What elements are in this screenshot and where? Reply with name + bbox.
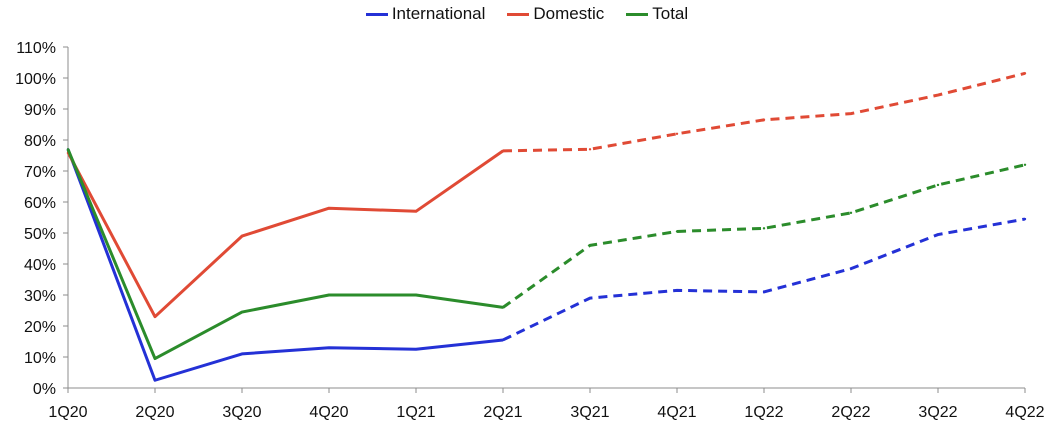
data-point-international — [675, 289, 679, 292]
legend-label-total: Total — [652, 4, 689, 23]
series-line-international-actual — [66, 148, 504, 382]
legend: International Domestic Total — [0, 4, 1054, 24]
x-tick-label: 3Q20 — [222, 404, 261, 421]
data-point-total — [66, 148, 70, 151]
y-tick-label: 90% — [24, 102, 56, 119]
x-tick-label: 4Q20 — [309, 404, 348, 421]
data-point-total — [588, 244, 592, 247]
y-tick-label: 60% — [24, 195, 56, 212]
data-point-total — [936, 183, 940, 187]
y-tick-label: 80% — [24, 133, 56, 150]
legend-item-domestic: Domestic — [507, 4, 604, 24]
y-tick-label: 50% — [24, 226, 56, 243]
x-tick-label: 4Q21 — [657, 404, 696, 421]
y-tick-label: 30% — [24, 288, 56, 305]
legend-item-international: International — [365, 4, 486, 24]
data-point-domestic — [414, 210, 418, 213]
x-tick-label: 4Q22 — [1005, 404, 1044, 421]
y-tick-label: 10% — [24, 350, 56, 367]
data-point-total — [240, 310, 244, 314]
data-point-international — [762, 290, 766, 294]
series-line-domestic-actual — [66, 149, 504, 319]
data-point-international — [327, 346, 331, 349]
x-tick-label: 1Q21 — [396, 404, 435, 421]
data-point-total — [849, 211, 853, 215]
x-tick-label: 1Q20 — [48, 404, 87, 421]
data-point-international — [153, 379, 157, 382]
legend-label-domestic: Domestic — [533, 4, 605, 23]
data-point-total — [153, 357, 157, 360]
series-line-total-actual — [66, 148, 504, 361]
data-point-international — [936, 233, 940, 236]
data-point-international — [588, 296, 592, 300]
x-tick-label: 3Q21 — [570, 404, 609, 421]
data-point-domestic — [153, 315, 157, 318]
series-line-total-forecast — [502, 163, 1026, 309]
data-point-domestic — [240, 234, 244, 238]
data-point-total — [501, 306, 505, 309]
data-point-domestic — [762, 118, 766, 122]
legend-item-total: Total — [626, 4, 688, 24]
y-tick-label: 70% — [24, 164, 56, 181]
data-point-total — [675, 230, 679, 233]
data-point-international — [1023, 217, 1027, 221]
legend-swatch-international — [365, 12, 388, 16]
legend-swatch-domestic — [507, 12, 530, 16]
series-line-domestic-forecast — [502, 71, 1026, 153]
legend-label-international: International — [391, 4, 486, 23]
x-tick-label: 2Q21 — [483, 404, 522, 421]
series-line-international-forecast — [502, 217, 1026, 342]
data-point-total — [1023, 163, 1027, 166]
legend-swatch-total — [626, 12, 649, 16]
data-point-domestic — [501, 149, 505, 153]
data-point-total — [762, 227, 766, 230]
data-point-domestic — [675, 132, 679, 135]
data-point-international — [849, 267, 853, 270]
y-tick-label: 0% — [33, 381, 56, 398]
data-point-domestic — [588, 148, 592, 151]
y-tick-label: 100% — [15, 71, 56, 88]
data-point-international — [240, 352, 244, 356]
data-point-domestic — [849, 112, 853, 115]
data-point-total — [327, 293, 331, 297]
x-tick-label: 1Q22 — [744, 404, 783, 421]
x-tick-label: 3Q22 — [918, 404, 957, 421]
y-tick-label: 40% — [24, 257, 56, 274]
data-point-domestic — [1023, 72, 1027, 75]
data-point-total — [414, 293, 418, 297]
data-point-domestic — [327, 207, 331, 210]
y-tick-label: 20% — [24, 319, 56, 336]
x-tick-label: 2Q22 — [831, 404, 870, 421]
data-point-international — [501, 338, 505, 342]
data-point-international — [414, 348, 418, 351]
data-point-domestic — [936, 93, 940, 97]
x-tick-label: 2Q20 — [135, 404, 174, 421]
y-tick-label: 110% — [16, 40, 56, 57]
